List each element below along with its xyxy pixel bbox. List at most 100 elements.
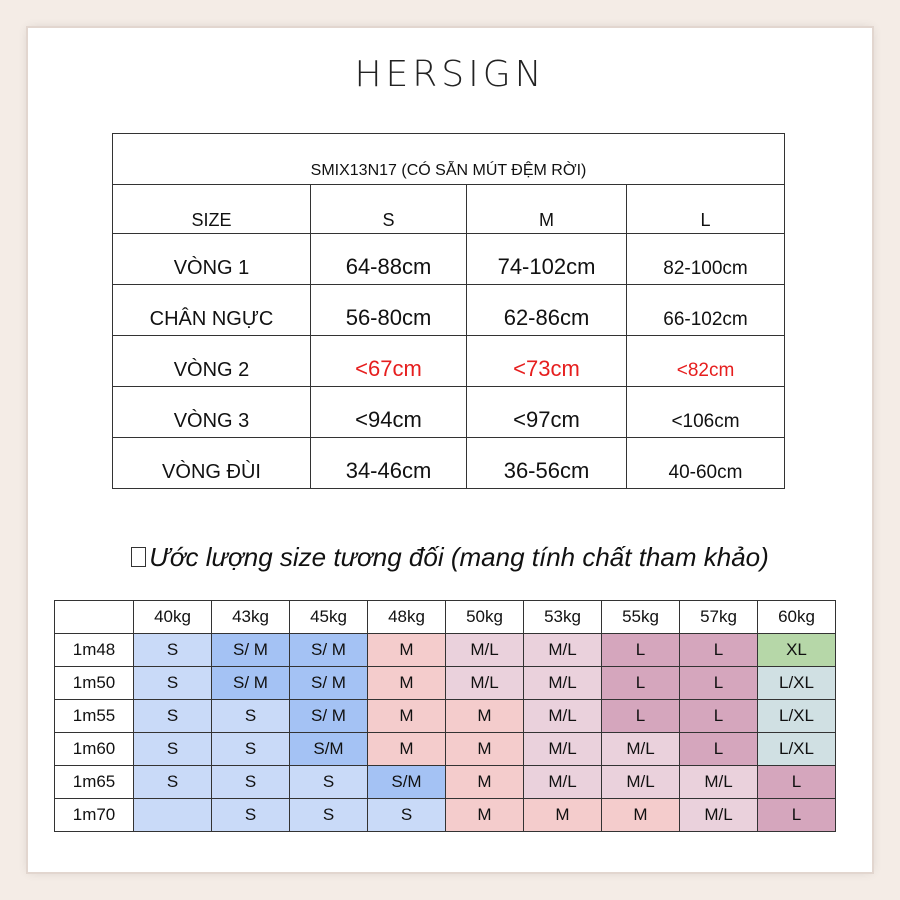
size-cell: M (601, 798, 680, 832)
height-row: 1m70 S S S M M M M/L L (54, 798, 836, 832)
cell-s: 56-80cm (310, 284, 467, 336)
size-cell: XL (757, 633, 836, 667)
size-cell: S (289, 798, 368, 832)
size-cell: M (445, 798, 524, 832)
size-cell: M/L (523, 765, 602, 799)
weight-header: 57kg (679, 600, 758, 634)
size-cell: S (211, 699, 290, 733)
size-cell: S (289, 765, 368, 799)
size-cell: L (757, 798, 836, 832)
weight-header: 60kg (757, 600, 836, 634)
size-cell: M (367, 699, 446, 733)
brand-logo: HERSIGN (354, 54, 546, 95)
size-cell: S/ M (289, 699, 368, 733)
checkbox-icon (131, 547, 147, 567)
row-label: VÒNG ĐÙI (112, 437, 311, 489)
size-cell: S (133, 633, 212, 667)
height-row: 1m65 S S S S/M M M/L M/L M/L L (54, 765, 836, 799)
size-cell: S (367, 798, 446, 832)
cell-m: 36-56cm (466, 437, 627, 489)
size-cell: S/M (289, 732, 368, 766)
cell-s: <67cm (310, 335, 467, 387)
estimate-heading-text: Ước lượng size tương đối (mang tính chất… (149, 542, 769, 572)
size-cell: L (679, 732, 758, 766)
size-cell: S (133, 765, 212, 799)
weight-header: 40kg (133, 600, 212, 634)
height-row: 1m60 S S S/M M M M/L M/L L L/XL (54, 732, 836, 766)
cell-l: 82-100cm (626, 233, 785, 285)
weight-header: 43kg (211, 600, 290, 634)
size-cell: S/ M (211, 633, 290, 667)
cell-m: <97cm (466, 386, 627, 438)
size-cell: M/L (445, 666, 524, 700)
size-table-title-row: SMIX13N17 (CÓ SẴN MÚT ĐỆM RỜI) (112, 133, 785, 185)
size-table: SMIX13N17 (CÓ SẴN MÚT ĐỆM RỜI) SIZE S M … (112, 133, 785, 489)
weight-header: 53kg (523, 600, 602, 634)
header-l: L (626, 184, 785, 234)
size-cell: M/L (523, 633, 602, 667)
weight-header: 45kg (289, 600, 368, 634)
size-cell: L/XL (757, 666, 836, 700)
size-cell: M (367, 666, 446, 700)
size-cell: S/M (367, 765, 446, 799)
header-m: M (466, 184, 627, 234)
size-table-header-row: SIZE S M L (112, 184, 785, 234)
weight-header: 55kg (601, 600, 680, 634)
size-row-chan-nguc: CHÂN NGỰC 56-80cm 62-86cm 66-102cm (112, 284, 785, 336)
cell-s: <94cm (310, 386, 467, 438)
size-cell: M/L (679, 798, 758, 832)
size-cell: L/XL (757, 732, 836, 766)
size-cell: M/L (601, 765, 680, 799)
size-row-vong1: VÒNG 1 64-88cm 74-102cm 82-100cm (112, 233, 785, 285)
cell-m: <73cm (466, 335, 627, 387)
size-cell: M (367, 732, 446, 766)
weight-header-row: 40kg 43kg 45kg 48kg 50kg 53kg 55kg 57kg … (54, 600, 836, 634)
size-cell: M/L (523, 666, 602, 700)
cell-l: <106cm (626, 386, 785, 438)
size-row-vong3: VÒNG 3 <94cm <97cm <106cm (112, 386, 785, 438)
estimate-heading: Ước lượng size tương đối (mang tính chất… (0, 542, 900, 573)
size-cell: S (211, 732, 290, 766)
header-s: S (310, 184, 467, 234)
size-cell: S/ M (289, 633, 368, 667)
size-cell: S (133, 732, 212, 766)
size-cell: L/XL (757, 699, 836, 733)
header-size: SIZE (112, 184, 311, 234)
height-label: 1m50 (54, 666, 134, 700)
row-label: VÒNG 2 (112, 335, 311, 387)
size-cell: L (679, 699, 758, 733)
size-cell: L (601, 699, 680, 733)
size-cell: S (133, 666, 212, 700)
size-cell: M/L (523, 732, 602, 766)
size-row-vong-dui: VÒNG ĐÙI 34-46cm 36-56cm 40-60cm (112, 437, 785, 489)
corner-cell (54, 600, 134, 634)
weight-header: 48kg (367, 600, 446, 634)
height-label: 1m70 (54, 798, 134, 832)
weight-header: 50kg (445, 600, 524, 634)
size-cell: S (211, 765, 290, 799)
cell-l: <82cm (626, 335, 785, 387)
height-label: 1m55 (54, 699, 134, 733)
height-label: 1m48 (54, 633, 134, 667)
cell-l: 66-102cm (626, 284, 785, 336)
size-cell: L (679, 666, 758, 700)
size-cell: M/L (523, 699, 602, 733)
row-label: VÒNG 1 (112, 233, 311, 285)
size-cell: M (367, 633, 446, 667)
cell-m: 74-102cm (466, 233, 627, 285)
height-row: 1m50 S S/ M S/ M M M/L M/L L L L/XL (54, 666, 836, 700)
size-cell: M (445, 765, 524, 799)
height-row: 1m55 S S S/ M M M M/L L L L/XL (54, 699, 836, 733)
size-cell: L (601, 666, 680, 700)
height-label: 1m65 (54, 765, 134, 799)
size-row-vong2: VÒNG 2 <67cm <73cm <82cm (112, 335, 785, 387)
cell-s: 34-46cm (310, 437, 467, 489)
row-label: CHÂN NGỰC (112, 284, 311, 336)
size-cell: M (523, 798, 602, 832)
size-cell: L (601, 633, 680, 667)
size-cell: L (757, 765, 836, 799)
height-label: 1m60 (54, 732, 134, 766)
size-cell: M (445, 732, 524, 766)
size-cell: S (133, 699, 212, 733)
size-cell (133, 798, 212, 832)
